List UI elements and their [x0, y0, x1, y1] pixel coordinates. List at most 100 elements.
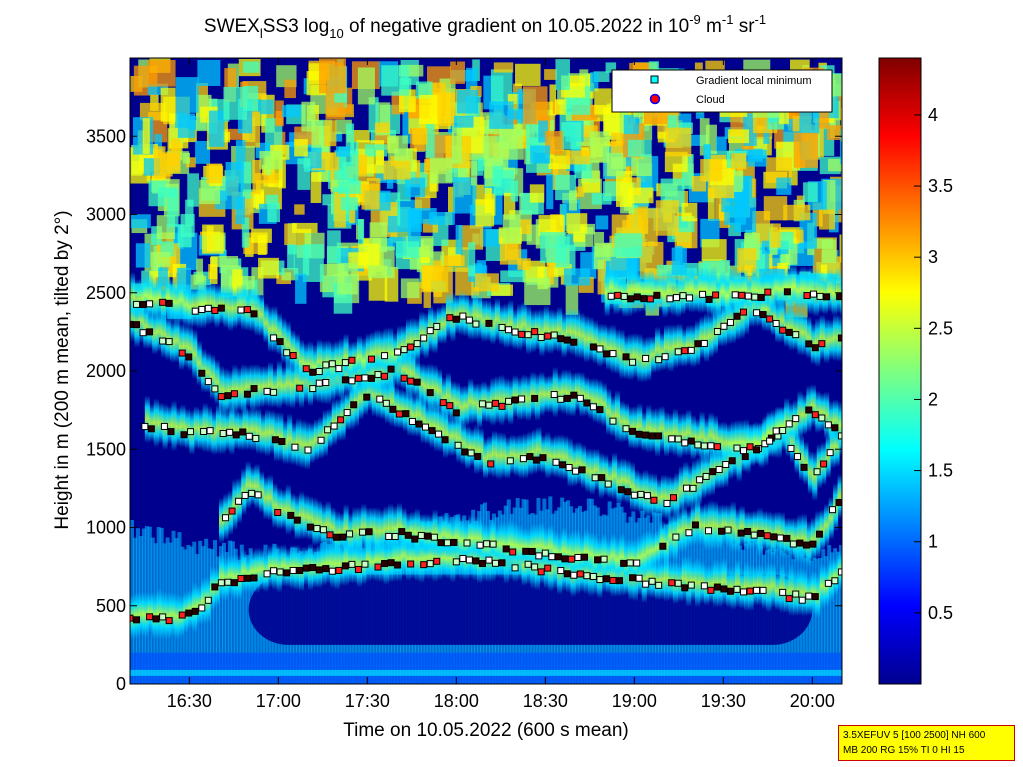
gradient-minimum-marker	[753, 586, 761, 594]
gradient-minimum-marker	[411, 535, 419, 543]
gradient-minimum-marker	[146, 300, 154, 308]
gradient-minimum-marker	[738, 291, 746, 299]
gradient-minimum-marker	[567, 555, 575, 563]
heatmap-cell	[557, 372, 563, 413]
heatmap-cell	[285, 548, 291, 587]
gradient-minimum-marker	[165, 299, 173, 307]
heatmap-cell	[588, 378, 594, 420]
gradient-minimum-marker	[337, 416, 345, 424]
gradient-minimum-marker	[217, 304, 225, 312]
gradient-minimum-marker	[574, 553, 582, 561]
gradient-minimum-marker	[589, 343, 597, 351]
heatmap-cell	[223, 128, 249, 140]
heatmap-cell	[401, 533, 407, 578]
gradient-minimum-marker	[642, 431, 650, 439]
heatmap-cell	[804, 267, 810, 314]
gradient-minimum-marker	[226, 428, 234, 436]
heatmap-cell	[659, 332, 665, 371]
heatmap-cell	[558, 434, 564, 479]
heatmap-cell	[205, 280, 211, 326]
heatmap-cell	[797, 514, 803, 563]
info-line-1: 3.5XEFUV 5 [100 2500] NH 600	[843, 730, 986, 741]
gradient-minimum-marker	[291, 443, 299, 451]
gradient-minimum-marker	[485, 401, 493, 409]
heatmap-cell	[539, 371, 545, 417]
heatmap-cell	[233, 409, 239, 450]
gradient-minimum-marker	[622, 353, 630, 361]
gradient-minimum-marker	[655, 356, 663, 364]
heatmap-cell	[634, 469, 640, 512]
heatmap-cell	[530, 371, 536, 417]
heatmap-cell	[610, 395, 616, 437]
gradient-minimum-marker	[629, 574, 637, 582]
heatmap-cell	[361, 337, 367, 384]
heatmap-cell	[227, 540, 232, 684]
heatmap-cell	[265, 194, 279, 205]
heatmap-cell	[530, 145, 551, 164]
heatmap-cell	[595, 215, 609, 230]
heatmap-cell	[591, 193, 612, 205]
heatmap-cell	[361, 503, 367, 550]
heatmap-cell	[678, 465, 684, 513]
heatmap-cell	[395, 241, 420, 259]
gradient-minimum-marker	[252, 434, 260, 442]
heatmap-cell	[543, 305, 549, 354]
heatmap-cell	[224, 552, 229, 684]
gradient-minimum-marker	[485, 556, 493, 564]
heatmap-cell	[782, 267, 788, 309]
heatmap-cell	[302, 244, 324, 282]
heatmap-cell	[321, 503, 327, 549]
heatmap-cell	[267, 202, 281, 223]
gradient-minimum-marker	[820, 460, 828, 468]
heatmap-cell	[503, 303, 509, 349]
gradient-minimum-marker	[472, 320, 480, 328]
heatmap-cell	[686, 510, 692, 548]
gradient-minimum-marker	[330, 422, 338, 430]
gradient-minimum-marker	[165, 338, 173, 346]
heatmap-cell	[664, 324, 669, 370]
heatmap-cell	[423, 363, 429, 409]
heatmap-cell	[739, 567, 745, 609]
heatmap-cell	[339, 541, 345, 586]
heatmap-cell	[143, 591, 149, 638]
heatmap-cell	[276, 487, 282, 530]
heatmap-cell	[245, 365, 251, 408]
heatmap-cell	[196, 280, 202, 329]
heatmap-cell	[655, 529, 661, 567]
gradient-minimum-marker	[243, 306, 251, 314]
gradient-minimum-marker	[609, 417, 617, 425]
heatmap-cell	[407, 209, 421, 248]
colorbar-tick-label: 2.5	[928, 318, 953, 338]
heatmap-cell	[294, 333, 300, 376]
heatmap-cell	[779, 297, 785, 343]
gradient-minimum-marker	[672, 533, 680, 541]
heatmap-cell	[770, 223, 781, 248]
gradient-minimum-marker	[726, 318, 734, 326]
heatmap-cell	[733, 170, 744, 193]
heatmap-cell	[839, 234, 842, 263]
heatmap-cell	[379, 509, 385, 553]
gradient-minimum-marker	[332, 533, 340, 541]
heatmap-cell	[760, 271, 766, 311]
heatmap-cell	[730, 420, 736, 466]
gradient-minimum-marker	[687, 437, 695, 445]
heatmap-cell	[494, 298, 500, 342]
gradient-minimum-marker	[757, 293, 765, 301]
gradient-minimum-marker	[241, 491, 249, 499]
gradient-minimum-marker	[637, 490, 645, 498]
heatmap-cell	[576, 441, 582, 485]
heatmap-cell	[254, 173, 279, 184]
heatmap-cell	[453, 115, 474, 128]
gradient-minimum-marker	[713, 443, 721, 451]
heatmap-cell	[345, 123, 355, 157]
gradient-minimum-marker	[348, 356, 356, 364]
heatmap-cell	[839, 545, 842, 684]
gradient-minimum-marker	[237, 575, 245, 583]
gradient-minimum-marker	[324, 426, 332, 434]
gradient-minimum-marker	[596, 406, 604, 414]
heatmap-cell	[339, 512, 345, 554]
heatmap-cell	[429, 402, 435, 449]
heatmap-cell	[526, 305, 532, 355]
gradient-minimum-marker	[746, 443, 754, 451]
gradient-minimum-marker	[563, 570, 571, 578]
